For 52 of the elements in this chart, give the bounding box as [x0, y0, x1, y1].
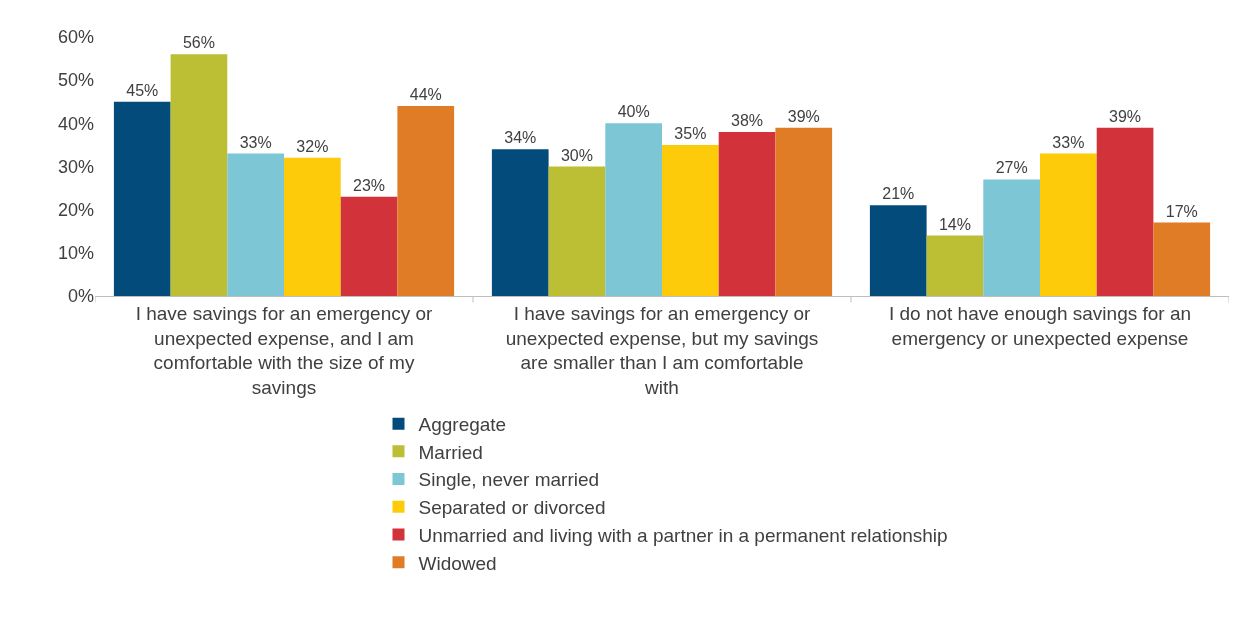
y-tick-label: 60%: [57, 27, 94, 48]
data-label: 56%: [182, 34, 215, 52]
data-label: 39%: [787, 107, 820, 125]
bar: [605, 123, 662, 296]
legend-label: Married: [418, 441, 483, 463]
data-label: 30%: [560, 146, 593, 164]
bar: [718, 131, 776, 296]
x-tick-label: I have savings for an emergency or unexpected expense, but my savings are smaller than I am comfortable with: [505, 302, 819, 398]
bar: [983, 179, 1040, 296]
data-label: 17%: [1165, 202, 1198, 220]
bar: [662, 144, 719, 296]
data-label: 33%: [1052, 133, 1085, 151]
data-label: 21%: [882, 185, 915, 203]
bar: [491, 149, 549, 296]
data-label: 45%: [126, 81, 159, 99]
y-tick-label: 40%: [57, 113, 94, 134]
y-tick-label: 0%: [67, 286, 94, 307]
data-label: 34%: [504, 129, 537, 147]
bar: [775, 127, 833, 296]
y-tick-label: 20%: [57, 199, 94, 220]
x-tick-label: I have savings for an emergency or unexpected expense, and I am comfortable with the size of my savings: [135, 302, 434, 398]
data-label: 14%: [938, 215, 971, 233]
bar: [113, 101, 171, 296]
legend-label: Separated or divorced: [418, 497, 606, 519]
bar: [397, 106, 455, 296]
bar: [548, 166, 606, 296]
data-label: 32%: [296, 137, 329, 155]
x-tick-label: I do not have enough savings for an emergency or unexpected expense: [888, 302, 1192, 349]
data-label: 35%: [674, 124, 707, 142]
data-label: 40%: [617, 103, 650, 121]
bar: [1096, 127, 1154, 296]
data-label: 44%: [409, 86, 442, 104]
data-label: 27%: [995, 159, 1028, 177]
y-tick-label: 50%: [57, 70, 94, 91]
data-label: 38%: [731, 111, 764, 129]
bar: [284, 157, 341, 296]
bar: [1153, 222, 1211, 296]
data-label: 33%: [239, 133, 272, 151]
legend-label: Single, never married: [418, 469, 600, 491]
data-label: 23%: [353, 176, 386, 194]
legend-label: Unmarried and living with a partner in a permanent relationship: [418, 524, 948, 546]
legend-label: Widowed: [418, 552, 497, 574]
bar: [227, 153, 284, 296]
bar: [869, 205, 927, 296]
bar: [1040, 153, 1097, 296]
bar: [170, 54, 228, 296]
bar: [926, 235, 984, 296]
data-label: 39%: [1109, 107, 1142, 125]
y-tick-label: 30%: [57, 156, 94, 177]
bar: [340, 196, 398, 296]
y-tick-label: 10%: [57, 243, 94, 264]
legend-label: Aggregate: [418, 414, 507, 436]
